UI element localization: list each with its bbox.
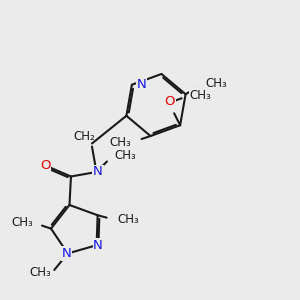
Text: CH₃: CH₃: [115, 149, 136, 162]
Text: CH₃: CH₃: [189, 89, 211, 102]
Text: CH₂: CH₂: [74, 130, 95, 143]
Text: N: N: [136, 78, 146, 91]
Text: CH₃: CH₃: [29, 266, 51, 279]
Text: N: N: [61, 247, 71, 260]
Text: CH₃: CH₃: [11, 216, 33, 229]
Text: O: O: [40, 160, 51, 172]
Text: CH₃: CH₃: [117, 213, 139, 226]
Text: N: N: [93, 166, 103, 178]
Text: CH₃: CH₃: [205, 77, 227, 90]
Text: CH₃: CH₃: [109, 136, 131, 148]
Text: O: O: [164, 95, 175, 108]
Text: N: N: [93, 239, 103, 252]
